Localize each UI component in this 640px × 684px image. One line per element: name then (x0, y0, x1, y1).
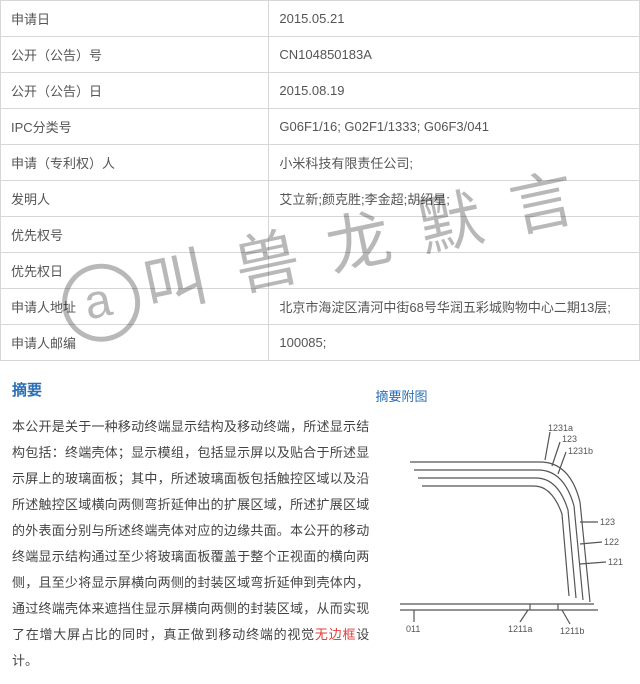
field-value (269, 217, 640, 253)
patent-figure: 1231a 123 1231b 123 122 121 011 1211a 12… (380, 422, 624, 642)
fig-label: 011 (406, 624, 420, 634)
field-label: 优先权号 (1, 217, 269, 253)
figure-caption: 摘要附图 (375, 386, 427, 405)
field-label: 申请人地址 (1, 289, 269, 325)
table-row: 优先权号 (1, 217, 640, 253)
table-row: 申请（专利权）人小米科技有限责任公司; (1, 145, 640, 181)
field-value: CN104850183A (269, 37, 640, 73)
table-row: 发明人艾立新;颜克胜;李金超;胡绍星; (1, 181, 640, 217)
fig-label: 1211b (560, 626, 584, 636)
field-value: 小米科技有限责任公司; (269, 145, 640, 181)
field-value (269, 253, 640, 289)
fig-label: 123 (600, 517, 615, 527)
field-label: 发明人 (1, 181, 269, 217)
field-value: 2015.05.21 (269, 1, 640, 37)
patent-info-table: 申请日2015.05.21公开（公告）号CN104850183A公开（公告）日2… (0, 0, 640, 361)
abstract-highlight: 无边框 (315, 627, 356, 642)
field-value: 北京市海淀区清河中街68号华润五彩城购物中心二期13层; (269, 289, 640, 325)
fig-label: 121 (608, 557, 623, 567)
table-row: 申请日2015.05.21 (1, 1, 640, 37)
field-label: 申请日 (1, 1, 269, 37)
fig-label: 1231a (548, 423, 573, 433)
abstract-text-main: 本公开是关于一种移动终端显示结构及移动终端，所述显示结构包括：终端壳体；显示模组… (12, 419, 369, 642)
field-value: 2015.08.19 (269, 73, 640, 109)
field-value: G06F1/16; G02F1/1333; G06F3/041 (269, 109, 640, 145)
abstract-section: 摘要 摘要附图 本公开是关于一种移动终端显示结构及移动终端，所述显示结构包括：终… (0, 361, 640, 684)
abstract-text: 本公开是关于一种移动终端显示结构及移动终端，所述显示结构包括：终端壳体；显示模组… (12, 414, 369, 674)
table-row: 申请人地址北京市海淀区清河中街68号华润五彩城购物中心二期13层; (1, 289, 640, 325)
field-value: 艾立新;颜克胜;李金超;胡绍星; (269, 181, 640, 217)
table-row: 公开（公告）日2015.08.19 (1, 73, 640, 109)
field-label: 申请（专利权）人 (1, 145, 269, 181)
field-label: IPC分类号 (1, 109, 269, 145)
table-row: 公开（公告）号CN104850183A (1, 37, 640, 73)
field-label: 优先权日 (1, 253, 269, 289)
field-value: 100085; (269, 325, 640, 361)
fig-label: 123 (562, 434, 577, 444)
field-label: 申请人邮编 (1, 325, 269, 361)
table-row: IPC分类号G06F1/16; G02F1/1333; G06F3/041 (1, 109, 640, 145)
table-row: 优先权日 (1, 253, 640, 289)
fig-label: 122 (604, 537, 619, 547)
fig-label: 1231b (568, 446, 593, 456)
field-label: 公开（公告）日 (1, 73, 269, 109)
abstract-heading: 摘要 (12, 379, 628, 400)
fig-label: 1211a (508, 624, 532, 634)
field-label: 公开（公告）号 (1, 37, 269, 73)
table-row: 申请人邮编100085; (1, 325, 640, 361)
